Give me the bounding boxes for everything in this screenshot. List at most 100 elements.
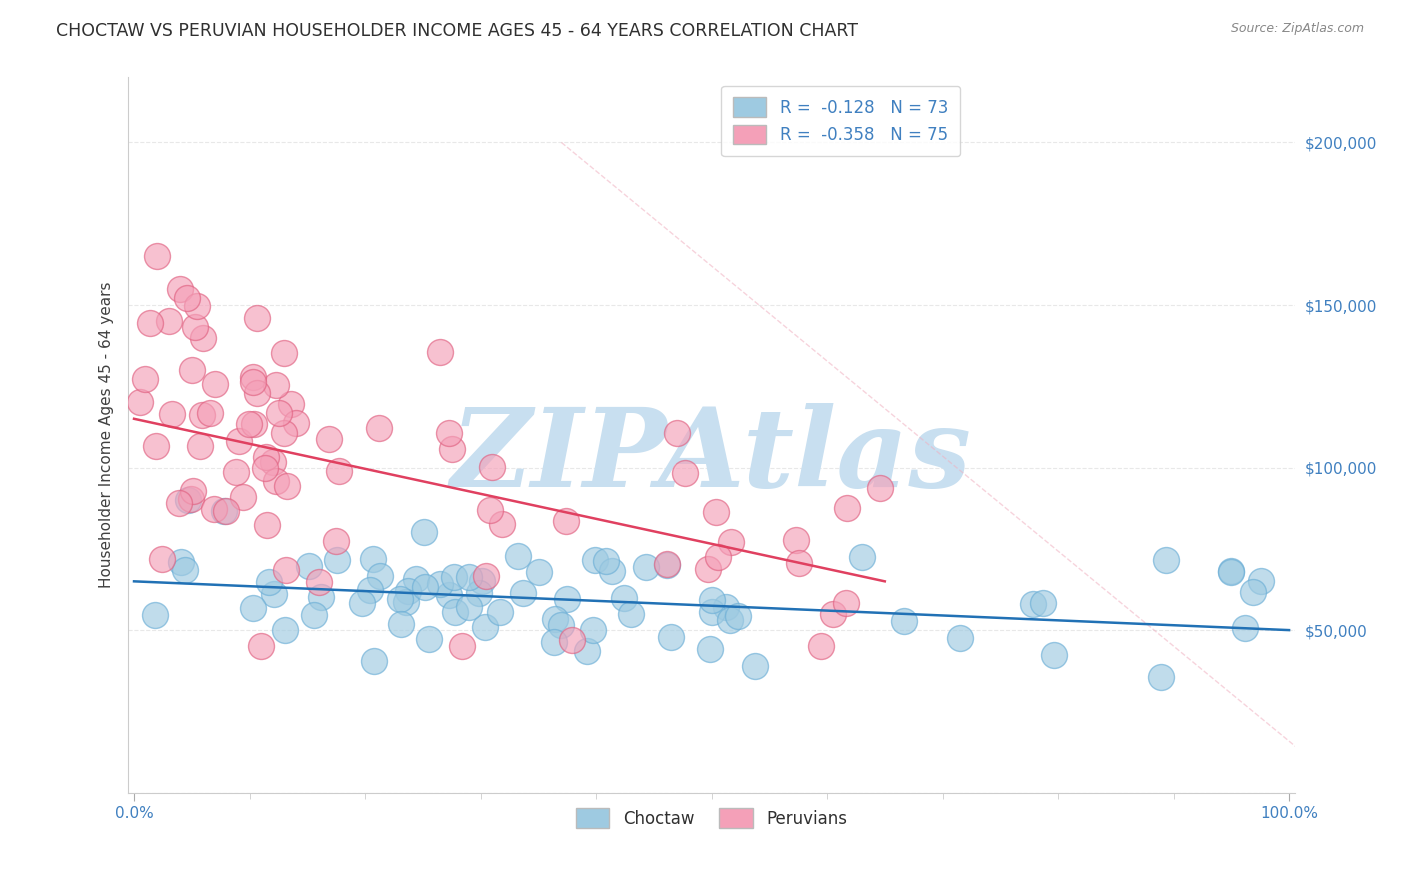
Point	[184, 319, 207, 334]
Point	[1241, 584, 1264, 599]
Point	[1021, 598, 1043, 612]
Point	[167, 496, 190, 510]
Point	[176, 291, 198, 305]
Point	[350, 596, 373, 610]
Point	[273, 345, 295, 359]
Point	[361, 552, 384, 566]
Point	[225, 465, 247, 479]
Point	[180, 491, 202, 506]
Point	[429, 577, 451, 591]
Point	[157, 314, 180, 328]
Point	[413, 525, 436, 540]
Point	[429, 345, 451, 359]
Point	[325, 533, 347, 548]
Point	[186, 299, 208, 313]
Point	[613, 591, 636, 606]
Point	[274, 623, 297, 637]
Point	[821, 607, 844, 622]
Point	[620, 607, 643, 621]
Point	[193, 330, 215, 344]
Point	[318, 432, 340, 446]
Point	[1250, 574, 1272, 588]
Point	[169, 282, 191, 296]
Point	[174, 563, 197, 577]
Point	[673, 466, 696, 480]
Point	[555, 514, 578, 528]
Point	[177, 493, 200, 508]
Point	[188, 439, 211, 453]
Point	[468, 586, 491, 600]
Point	[388, 591, 411, 606]
Text: CHOCTAW VS PERUVIAN HOUSEHOLDER INCOME AGES 45 - 64 YEARS CORRELATION CHART: CHOCTAW VS PERUVIAN HOUSEHOLDER INCOME A…	[56, 22, 858, 40]
Point	[328, 464, 350, 478]
Point	[478, 502, 501, 516]
Point	[481, 460, 503, 475]
Point	[451, 640, 474, 654]
Point	[215, 504, 238, 518]
Point	[657, 557, 679, 571]
Point	[191, 408, 214, 422]
Point	[727, 609, 749, 624]
Point	[146, 249, 169, 263]
Point	[471, 574, 494, 588]
Point	[280, 397, 302, 411]
Point	[474, 620, 496, 634]
Point	[557, 592, 579, 607]
Point	[145, 607, 167, 622]
Point	[720, 535, 742, 549]
Point	[506, 549, 529, 563]
Point	[274, 563, 297, 577]
Point	[285, 416, 308, 430]
Point	[326, 552, 349, 566]
Point	[440, 442, 463, 456]
Text: Source: ZipAtlas.com: Source: ZipAtlas.com	[1230, 22, 1364, 36]
Point	[1150, 670, 1173, 684]
Point	[437, 425, 460, 440]
Point	[657, 558, 679, 572]
Point	[138, 316, 160, 330]
Point	[444, 605, 467, 619]
Point	[458, 570, 481, 584]
Point	[396, 584, 419, 599]
Point	[134, 372, 156, 386]
Point	[665, 426, 688, 441]
Point	[659, 631, 682, 645]
Point	[561, 632, 583, 647]
Point	[491, 516, 513, 531]
Point	[212, 504, 235, 518]
Point	[785, 533, 807, 547]
Y-axis label: Householder Income Ages 45 - 64 years: Householder Income Ages 45 - 64 years	[100, 282, 114, 589]
Point	[837, 500, 859, 515]
Point	[458, 600, 481, 615]
Point	[706, 549, 728, 564]
Point	[437, 588, 460, 602]
Point	[202, 502, 225, 516]
Point	[242, 370, 264, 384]
Point	[789, 556, 811, 570]
Point	[1220, 564, 1243, 578]
Point	[550, 617, 572, 632]
Point	[246, 311, 269, 326]
Point	[575, 644, 598, 658]
Point	[744, 658, 766, 673]
Point	[949, 631, 972, 645]
Point	[395, 594, 418, 608]
Point	[273, 425, 295, 440]
Point	[263, 587, 285, 601]
Point	[181, 484, 204, 499]
Point	[309, 591, 332, 605]
Point	[262, 455, 284, 469]
Point	[543, 635, 565, 649]
Point	[204, 376, 226, 391]
Point	[474, 568, 496, 582]
Point	[581, 623, 603, 637]
Point	[389, 616, 412, 631]
Point	[634, 559, 657, 574]
Point	[583, 553, 606, 567]
Point	[443, 570, 465, 584]
Point	[250, 640, 273, 654]
Point	[264, 378, 287, 392]
Point	[238, 417, 260, 431]
Point	[600, 564, 623, 578]
Point	[298, 558, 321, 573]
